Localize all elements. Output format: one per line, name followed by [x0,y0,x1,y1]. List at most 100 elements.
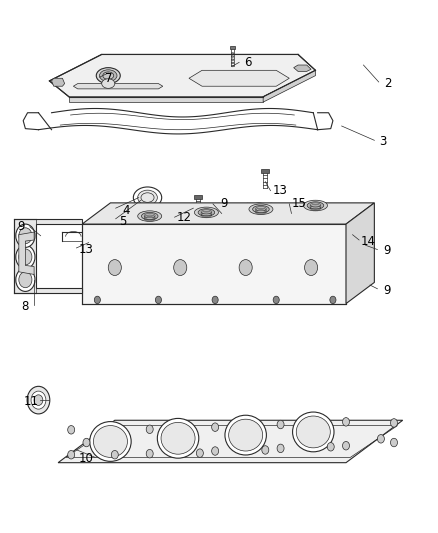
Ellipse shape [231,62,233,63]
Circle shape [329,296,335,304]
Polygon shape [193,195,201,199]
Ellipse shape [138,190,157,205]
Polygon shape [51,78,64,86]
FancyBboxPatch shape [97,230,143,260]
Ellipse shape [96,68,120,84]
Circle shape [390,438,396,447]
Ellipse shape [161,422,194,454]
Circle shape [212,296,218,304]
Ellipse shape [231,56,233,58]
Circle shape [342,418,349,426]
Circle shape [16,224,35,247]
Polygon shape [345,203,374,304]
Text: 14: 14 [360,235,374,247]
Circle shape [276,444,283,453]
Circle shape [196,449,203,457]
FancyBboxPatch shape [162,263,208,295]
Ellipse shape [93,425,127,457]
Circle shape [390,419,396,427]
Text: 9: 9 [383,284,390,297]
Ellipse shape [224,415,266,455]
Ellipse shape [307,202,323,209]
Circle shape [94,296,100,304]
Circle shape [16,245,35,269]
FancyBboxPatch shape [228,230,273,260]
Ellipse shape [102,79,115,88]
Ellipse shape [138,211,161,221]
Ellipse shape [231,65,233,67]
Ellipse shape [141,213,158,220]
Polygon shape [188,70,289,86]
Text: 9: 9 [219,197,227,211]
Polygon shape [49,54,315,97]
Ellipse shape [231,59,233,61]
Circle shape [377,434,384,443]
Circle shape [27,386,49,414]
Text: 13: 13 [272,184,287,197]
Circle shape [261,446,268,454]
Ellipse shape [231,53,233,54]
Text: 5: 5 [119,215,126,228]
Circle shape [108,260,121,276]
Ellipse shape [99,70,117,82]
Circle shape [326,442,333,451]
Text: 13: 13 [79,243,94,255]
Text: 6: 6 [244,56,251,69]
Text: 9: 9 [17,220,25,233]
Circle shape [19,249,32,265]
FancyBboxPatch shape [293,263,339,295]
Polygon shape [293,65,311,71]
Circle shape [155,296,161,304]
Circle shape [342,441,349,450]
Text: 4: 4 [122,204,129,217]
Polygon shape [58,420,402,463]
Polygon shape [348,222,356,226]
Polygon shape [82,203,374,224]
Circle shape [111,450,118,459]
Circle shape [304,260,317,276]
Polygon shape [73,84,162,89]
Ellipse shape [296,416,329,448]
Text: 12: 12 [177,211,192,224]
Polygon shape [19,232,34,274]
Circle shape [31,391,46,409]
Text: 9: 9 [383,244,390,257]
Polygon shape [14,219,82,293]
Ellipse shape [194,207,218,217]
Circle shape [16,268,35,292]
Circle shape [67,425,74,434]
Text: 11: 11 [24,395,39,408]
FancyBboxPatch shape [228,263,273,295]
Text: 15: 15 [291,197,306,211]
FancyBboxPatch shape [97,263,143,295]
Ellipse shape [198,209,214,216]
Circle shape [211,447,218,455]
Circle shape [146,425,153,433]
Polygon shape [69,97,262,102]
Circle shape [19,228,32,244]
Text: 3: 3 [378,135,386,148]
Ellipse shape [303,200,327,211]
Ellipse shape [89,422,131,462]
Circle shape [19,272,32,288]
Ellipse shape [252,206,268,213]
Ellipse shape [102,72,113,79]
FancyBboxPatch shape [293,230,339,260]
Text: 2: 2 [383,77,390,90]
Circle shape [211,423,218,431]
Polygon shape [82,224,345,304]
Ellipse shape [228,419,262,451]
Text: 8: 8 [21,300,29,313]
Text: 10: 10 [79,452,94,465]
Ellipse shape [248,204,272,215]
Circle shape [173,260,186,276]
Polygon shape [262,70,315,102]
Circle shape [272,296,279,304]
Text: 7: 7 [104,72,112,85]
Polygon shape [230,46,235,49]
Circle shape [83,438,90,447]
Circle shape [146,449,153,458]
Ellipse shape [292,412,333,452]
FancyBboxPatch shape [162,230,208,260]
Ellipse shape [157,418,198,458]
